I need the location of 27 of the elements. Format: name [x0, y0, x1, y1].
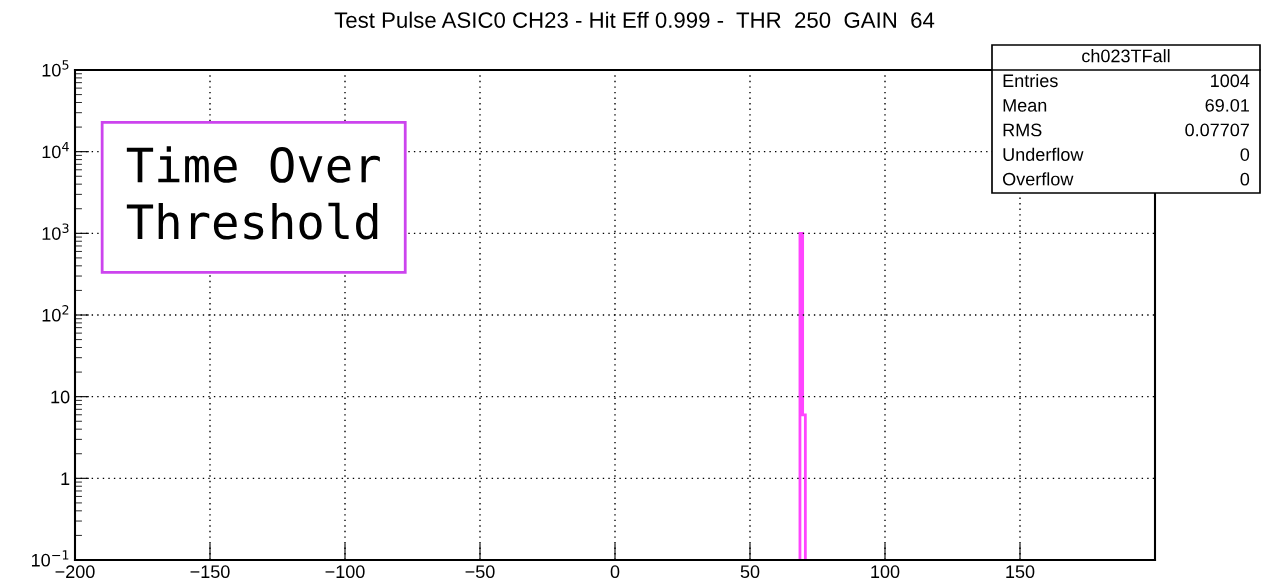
text: 0.07707 [1185, 123, 1249, 137]
x-tick-label: −200 [55, 565, 95, 579]
x-tick-label: 150 [1006, 565, 1035, 579]
annotation: Time Over Threshold [126, 146, 380, 240]
x-tick-label: −50 [465, 565, 495, 579]
text: 0 [1240, 172, 1250, 186]
annotation: Entries [1003, 73, 1058, 88]
x-tick-label: −150 [190, 565, 230, 579]
x-tick-label: 50 [740, 565, 760, 579]
x-tick-label: −100 [325, 565, 365, 579]
y-tick-label: 1 [61, 472, 70, 485]
annotation: Underflow [1003, 147, 1084, 161]
annotation: RMS [1003, 123, 1042, 137]
chart-title: Test Pulse ASIC0 CH23 - Hit Eff 0.999 - THR 250 GAIN 64 [334, 11, 935, 28]
text: 69.01 [1205, 98, 1249, 112]
text: 1004 [1211, 74, 1250, 88]
text: 0 [1240, 148, 1250, 161]
y-tick-label: 10$^{3}$ [42, 223, 69, 240]
y-tick-label: 10$^{5}$ [42, 60, 69, 77]
x-tick-label: 100 [871, 565, 900, 579]
x-tick-label: 0 [610, 565, 620, 579]
text: ch023TFall [1082, 49, 1170, 63]
annotation: Overflow [1003, 172, 1074, 186]
y-tick-label: 10$^{2}$ [42, 305, 69, 322]
annotation: Mean [1003, 99, 1047, 112]
y-tick-label: 10 [51, 390, 70, 404]
y-tick-label: 10$^{4}$ [42, 141, 69, 159]
